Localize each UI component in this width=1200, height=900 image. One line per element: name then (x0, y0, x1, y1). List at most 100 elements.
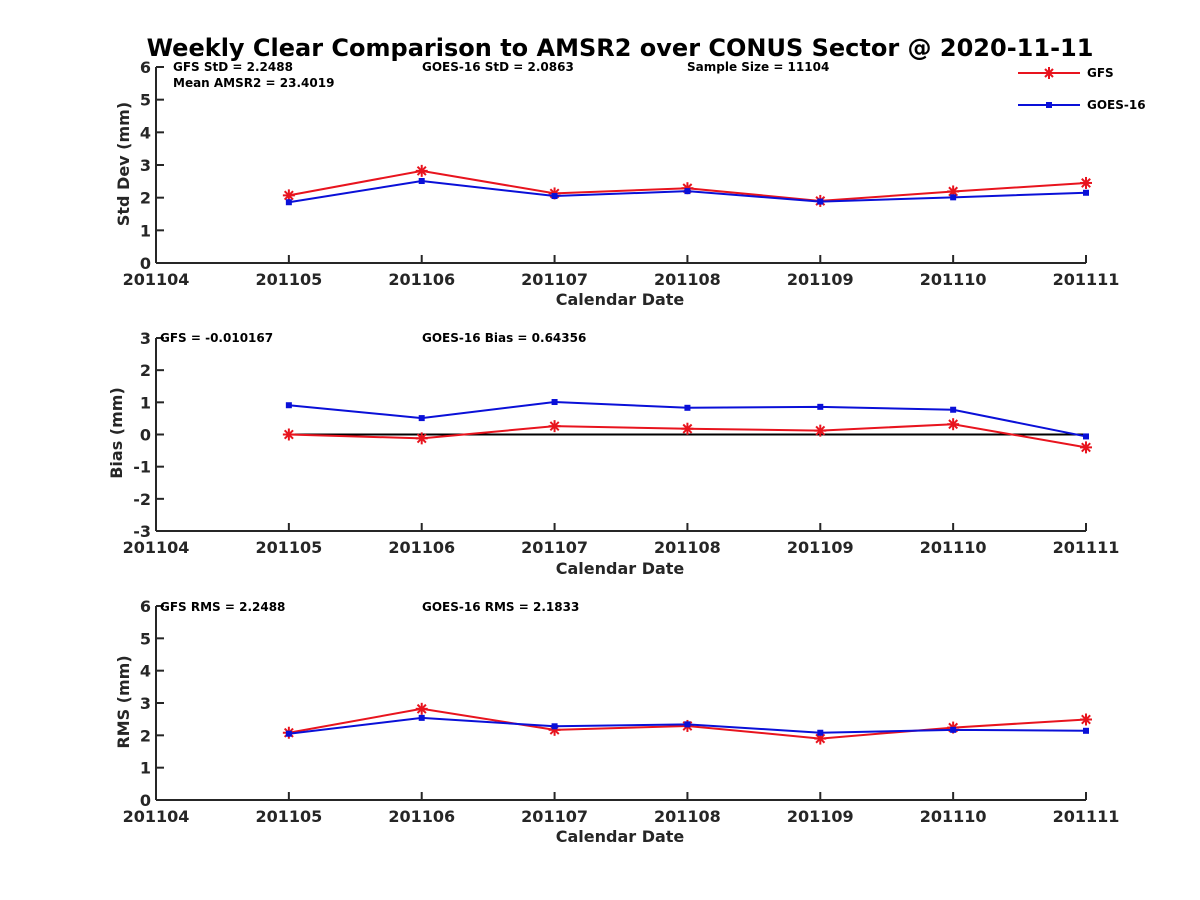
rms-y-tick-label: 5 (140, 629, 151, 648)
std-dev-goes-16-point (418, 178, 425, 185)
bias-x-tick-label: 201106 (388, 538, 455, 557)
legend-goes16-marker (1046, 102, 1052, 108)
rms-y-tick-label: 6 (140, 597, 151, 616)
bias-x-tick-label: 201107 (521, 538, 588, 557)
std-dev-x-tick-label: 201108 (654, 270, 721, 289)
bias-goes-16-point (684, 404, 691, 411)
std-dev-y-tick-label: 1 (140, 221, 151, 240)
sample-size-annotation: Sample Size = 11104 (687, 60, 829, 74)
bias-goes-16-point (551, 399, 558, 406)
rms-goes-16-point (684, 721, 691, 728)
std-dev-goes-16-point (285, 199, 292, 206)
std-dev-series (282, 164, 1092, 207)
bias-x-tick-label: 201108 (654, 538, 721, 557)
bias-gfs-point (814, 424, 827, 437)
std-dev-x-tick-label: 201107 (521, 270, 588, 289)
legend-gfs-label: GFS (1087, 66, 1114, 80)
rms-y-tick-label: 3 (140, 694, 151, 713)
std-dev-y-tick-label: 2 (140, 189, 151, 208)
std-dev-x-tick-label: 201111 (1053, 270, 1120, 289)
bias-x-tick-label: 201111 (1053, 538, 1120, 557)
bias-x-tick-label: 201105 (255, 538, 322, 557)
std-dev-x-tick-label: 201105 (255, 270, 322, 289)
rms-panel: 0 1 2 3 4 5 6 201104 201105 201106 201107 201108 201… (114, 597, 1119, 846)
std-dev-y-tick-label: 3 (140, 156, 151, 175)
bias-x-tick-label: 201110 (920, 538, 987, 557)
std-dev-y-tick-label: 4 (140, 123, 151, 142)
std-dev-goes-16-point (684, 188, 691, 195)
std-dev-axes: 0 1 2 3 4 5 6 201104 201105 201106 201107 201108 201… (123, 58, 1120, 289)
rms-goes-16-point (1083, 727, 1089, 734)
rms-x-tick-label: 201104 (123, 807, 190, 826)
bias-xlabel: Calendar Date (556, 559, 685, 578)
mean-amsr2-annotation: Mean AMSR2 = 23.4019 (173, 76, 334, 90)
std-dev-panel: 0 1 2 3 4 5 6 201104 201105 201106 201107 201108 201… (114, 58, 1146, 309)
rms-xlabel: Calendar Date (556, 827, 685, 846)
std-dev-ylabel: Std Dev (mm) (114, 102, 133, 226)
rms-goes-16-point (950, 726, 957, 733)
rms-y-tick-label: 4 (140, 662, 151, 681)
bias-gfs-point (947, 418, 960, 431)
goes16-rms-annotation: GOES-16 RMS = 2.1833 (422, 600, 579, 614)
rms-x-tick-label: 201105 (255, 807, 322, 826)
bias-y-tick-label: 3 (140, 329, 151, 348)
std-dev-x-tick-label: 201104 (123, 270, 190, 289)
rms-goes-16-point (418, 714, 425, 721)
rms-gfs-point (415, 702, 428, 715)
bias-gfs-point (548, 420, 561, 433)
rms-goes-16-point (285, 730, 292, 737)
legend-goes16-label: GOES-16 (1087, 98, 1146, 112)
std-dev-x-tick-label: 201110 (920, 270, 987, 289)
bias-series (282, 399, 1092, 454)
gfs-rms-annotation: GFS RMS = 2.2488 (160, 600, 285, 614)
std-dev-gfs-point (1080, 176, 1092, 189)
rms-goes-16-point (551, 723, 558, 730)
bias-goes-16-point (950, 406, 957, 413)
rms-x-tick-label: 201107 (521, 807, 588, 826)
std-dev-gfs-point (415, 164, 428, 177)
legend: GFS GOES-16 (1018, 66, 1146, 112)
bias-y-tick-label: -1 (133, 458, 151, 477)
bias-y-tick-label: -3 (133, 522, 151, 541)
std-dev-goes-16-point (817, 198, 824, 205)
bias-y-tick-label: -2 (133, 490, 151, 509)
bias-goes-16-point (1083, 433, 1089, 440)
rms-y-tick-label: 2 (140, 726, 151, 745)
bias-y-tick-label: 1 (140, 393, 151, 412)
std-dev-xlabel: Calendar Date (556, 290, 685, 309)
std-dev-x-tick-label: 201109 (787, 270, 854, 289)
rms-x-tick-label: 201111 (1053, 807, 1120, 826)
bias-panel: -3 -2 -1 0 1 2 3 201104 201105 201106 201107 201108… (107, 329, 1119, 578)
bias-x-tick-label: 201104 (123, 538, 190, 557)
goes16-bias-annotation: GOES-16 Bias = 0.64356 (422, 331, 586, 345)
bias-gfs-point (282, 428, 295, 441)
rms-ylabel: RMS (mm) (114, 655, 133, 748)
rms-x-tick-label: 201109 (787, 807, 854, 826)
chart-title: Weekly Clear Comparison to AMSR2 over CO… (147, 34, 1094, 62)
std-dev-goes-16-point (1083, 189, 1089, 196)
std-dev-y-tick-label: 0 (140, 254, 151, 273)
legend-gfs-marker (1043, 67, 1055, 79)
gfs-bias-annotation: GFS = -0.010167 (160, 331, 273, 345)
bias-goes-16-point (285, 402, 292, 409)
bias-ylabel: Bias (mm) (107, 387, 126, 479)
rms-x-tick-label: 201108 (654, 807, 721, 826)
goes16-std-annotation: GOES-16 StD = 2.0863 (422, 60, 574, 74)
rms-x-tick-label: 201106 (388, 807, 455, 826)
bias-y-tick-label: 0 (140, 426, 151, 445)
bias-y-tick-label: 2 (140, 361, 151, 380)
rms-series (282, 702, 1092, 745)
rms-axes: 0 1 2 3 4 5 6 201104 201105 201106 201107 201108 201… (123, 597, 1120, 826)
rms-y-tick-label: 1 (140, 759, 151, 778)
rms-goes-16-point (817, 729, 824, 736)
rms-x-tick-label: 201110 (920, 807, 987, 826)
rms-gfs-point (1080, 713, 1092, 726)
std-dev-goes-16-point (950, 194, 957, 201)
bias-gfs-point (1080, 441, 1092, 454)
bias-goes-16-point (817, 403, 824, 410)
bias-gfs-point (415, 432, 428, 445)
bias-x-tick-label: 201109 (787, 538, 854, 557)
std-dev-y-tick-label: 5 (140, 91, 151, 110)
std-dev-goes-16-point (551, 193, 558, 200)
gfs-std-annotation: GFS StD = 2.2488 (173, 60, 293, 74)
